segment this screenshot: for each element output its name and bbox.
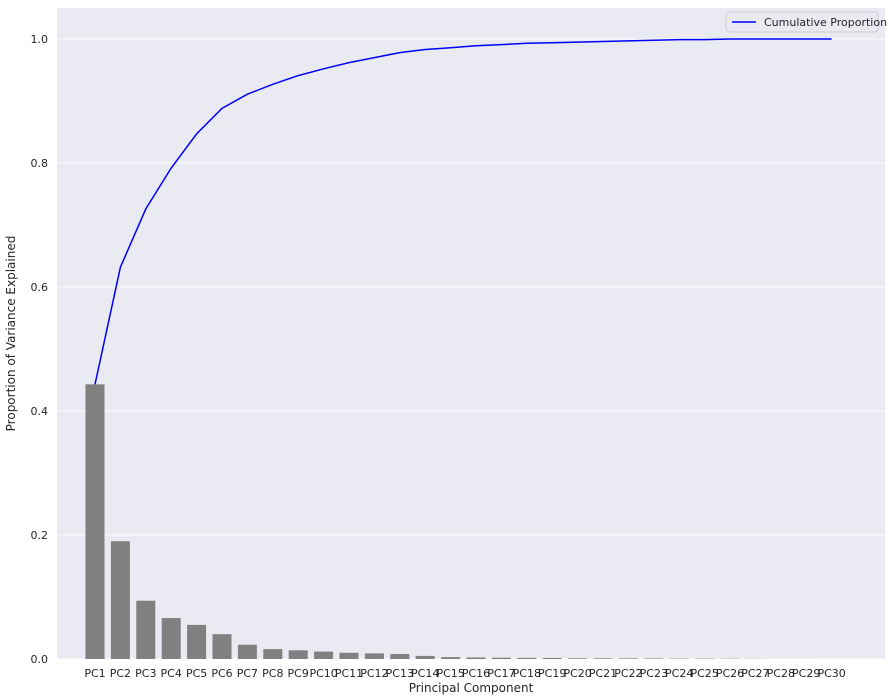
cumulative-proportion-line xyxy=(94,38,832,385)
x-axis-label: Principal Component xyxy=(409,681,534,695)
x-tick-label: PC16 xyxy=(462,667,490,680)
x-tick-label: PC24 xyxy=(665,667,693,680)
x-tick-label: PC4 xyxy=(161,667,182,680)
bar-pc21 xyxy=(593,658,613,659)
bar-pc1 xyxy=(85,384,105,659)
bar-pc7 xyxy=(237,644,257,659)
bar-pc2 xyxy=(110,541,130,659)
x-tick-label: PC19 xyxy=(538,667,566,680)
x-tick-label: PC12 xyxy=(360,667,388,680)
y-tick-label: 1.0 xyxy=(31,33,49,46)
bar-pc11 xyxy=(339,652,359,659)
bar-pc15 xyxy=(441,657,461,659)
y-tick-label: 0.0 xyxy=(31,653,49,666)
x-tick-label: PC28 xyxy=(767,667,795,680)
x-tick-label: PC22 xyxy=(614,667,642,680)
x-tick-label: PC25 xyxy=(690,667,718,680)
x-tick-label: PC14 xyxy=(411,667,439,680)
y-tick-label: 0.2 xyxy=(31,529,49,542)
x-tick-label: PC17 xyxy=(487,667,515,680)
x-tick-label: PC11 xyxy=(335,667,363,680)
bar-pc22 xyxy=(618,658,638,659)
x-tick-label: PC23 xyxy=(640,667,668,680)
x-tick-label: PC30 xyxy=(817,667,845,680)
x-tick-label: PC20 xyxy=(563,667,591,680)
x-tick-label: PC15 xyxy=(436,667,464,680)
x-tick-label: PC7 xyxy=(237,667,258,680)
x-tick-label: PC13 xyxy=(386,667,414,680)
x-tick-label: PC5 xyxy=(186,667,207,680)
bar-pc16 xyxy=(466,657,486,659)
x-tick-label: PC26 xyxy=(716,667,744,680)
bar-pc18 xyxy=(517,657,537,659)
cumulative-line-group xyxy=(94,38,832,385)
bar-pc12 xyxy=(364,653,384,659)
bar-pc4 xyxy=(161,618,181,659)
y-tick-label: 0.4 xyxy=(31,405,49,418)
y-tick-label: 0.8 xyxy=(31,157,49,170)
bars xyxy=(85,384,842,659)
x-tick-label: PC1 xyxy=(84,667,105,680)
x-tick-label: PC29 xyxy=(792,667,820,680)
x-tick-label: PC21 xyxy=(589,667,617,680)
x-tick-label: PC6 xyxy=(211,667,232,680)
bar-pc5 xyxy=(187,624,207,659)
x-tick-label: PC9 xyxy=(288,667,309,680)
plot-background xyxy=(57,8,885,659)
x-tick-label: PC27 xyxy=(741,667,769,680)
bar-pc20 xyxy=(568,658,588,659)
bar-pc19 xyxy=(542,658,562,659)
bar-pc9 xyxy=(288,650,308,659)
legend-entry-cumulative-proportion: Cumulative Proportion xyxy=(764,16,887,29)
x-tick-label: PC2 xyxy=(110,667,131,680)
y-axis-label: Proportion of Variance Explained xyxy=(4,236,18,432)
bar-pc10 xyxy=(314,651,334,659)
bar-pc14 xyxy=(415,655,435,659)
y-tick-labels: 0.0 0.2 0.4 0.6 0.8 1.0 xyxy=(31,33,49,666)
y-tick-label: 0.6 xyxy=(31,281,49,294)
x-tick-label: PC18 xyxy=(513,667,541,680)
bar-pc6 xyxy=(212,634,232,659)
bar-pc13 xyxy=(390,654,410,659)
x-tick-label: PC3 xyxy=(135,667,156,680)
x-tick-label: PC8 xyxy=(262,667,283,680)
bar-pc3 xyxy=(136,600,156,659)
legend-box xyxy=(725,11,879,33)
bar-pc17 xyxy=(491,657,511,659)
bar-pc8 xyxy=(263,649,283,659)
x-tick-label: PC10 xyxy=(309,667,337,680)
x-tick-labels: PC1 PC2 PC3 PC4 PC5 PC6 PC7 PC8 PC9 PC10PC11PC12P… xyxy=(84,667,845,680)
legend: Cumulative Proportion xyxy=(725,11,887,33)
